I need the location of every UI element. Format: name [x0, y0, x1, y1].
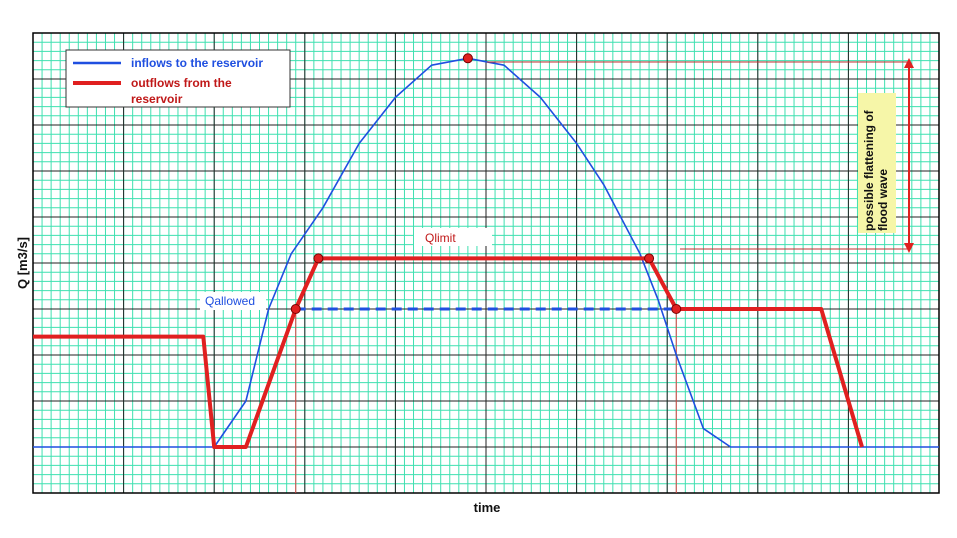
intersection-marker — [462, 53, 473, 64]
flattening-label-line-1: possible flattening of — [862, 109, 876, 231]
series-line-outflows-from-the-reservoir — [33, 256, 864, 449]
legend-outflow-label-line-2: reservoir — [131, 92, 183, 106]
legend: inflows to the reservoir outflows from t… — [65, 49, 291, 108]
flattening-label: possible flattening of flood wave — [862, 107, 890, 231]
y-axis-label: Q [m3/s] — [15, 237, 30, 289]
series-layer — [33, 57, 939, 449]
flattening-arrow-head-top — [904, 58, 914, 68]
plot-frame — [32, 32, 940, 494]
flattening-label-line-2: flood wave — [876, 169, 890, 231]
qlimit-label-box — [414, 228, 492, 246]
intersection-marker — [290, 304, 301, 314]
guide-lines — [295, 309, 677, 493]
flattening-arrow-head-bottom — [904, 243, 914, 253]
x-axis-label: time — [474, 500, 501, 515]
intersection-marker — [644, 253, 655, 264]
legend-outflow-label-line-1: outflows from the — [131, 76, 232, 90]
intersection-marker — [671, 304, 682, 314]
qallowed-label: Qallowed — [205, 294, 255, 308]
legend-box — [65, 49, 291, 108]
legend-inflow-label: inflows to the reservoir — [131, 56, 263, 70]
marker-layer — [290, 53, 682, 314]
qlimit-label: Qlimit — [425, 231, 456, 245]
legend-outflow-label: outflows from the reservoir — [131, 76, 235, 106]
intersection-marker — [313, 253, 324, 264]
series-line-inflows-to-the-reservoir — [33, 57, 939, 448]
flattening-label-box — [858, 93, 896, 233]
qallowed-label-box — [200, 292, 266, 310]
